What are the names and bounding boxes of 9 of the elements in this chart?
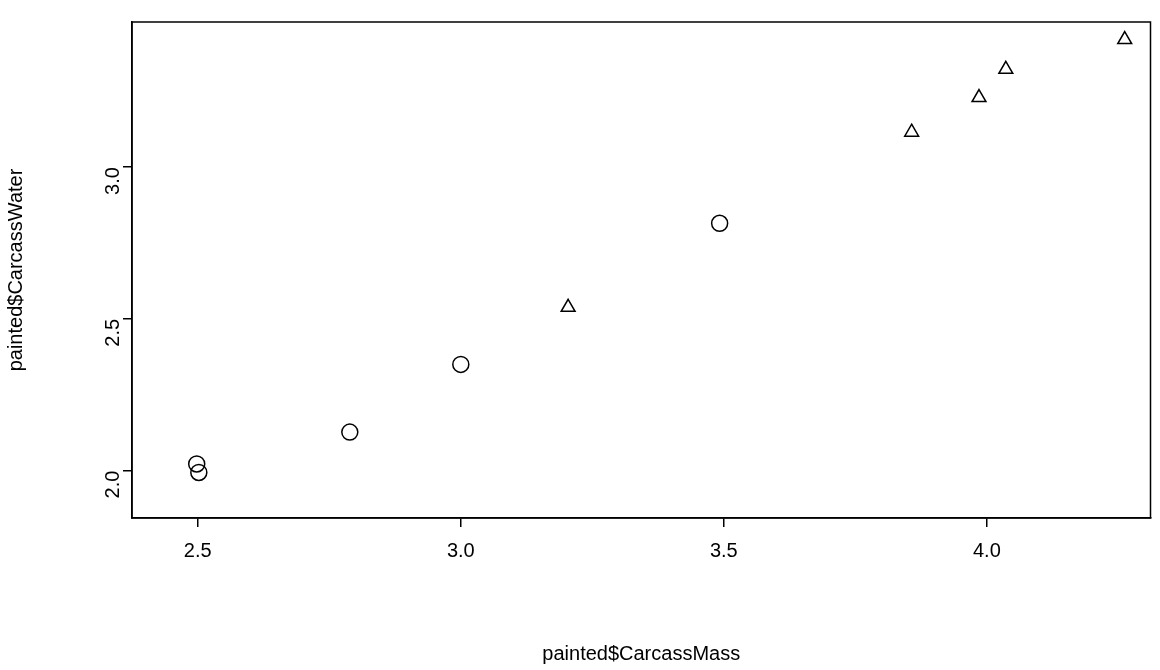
x-tick-label: 3.5 (709, 538, 738, 561)
x-tick-label: 2.5 (183, 538, 212, 561)
y-tick-label: 3.0 (100, 167, 123, 195)
y-tick-label: 2.0 (100, 470, 123, 499)
y-axis-title: painted$CarcassWater (3, 168, 26, 372)
x-axis-title: painted$CarcassMass (542, 641, 741, 664)
x-tick-label: 3.0 (446, 538, 475, 561)
y-tick-label: 2.5 (100, 318, 123, 347)
x-tick-label: 4.0 (972, 538, 1001, 561)
